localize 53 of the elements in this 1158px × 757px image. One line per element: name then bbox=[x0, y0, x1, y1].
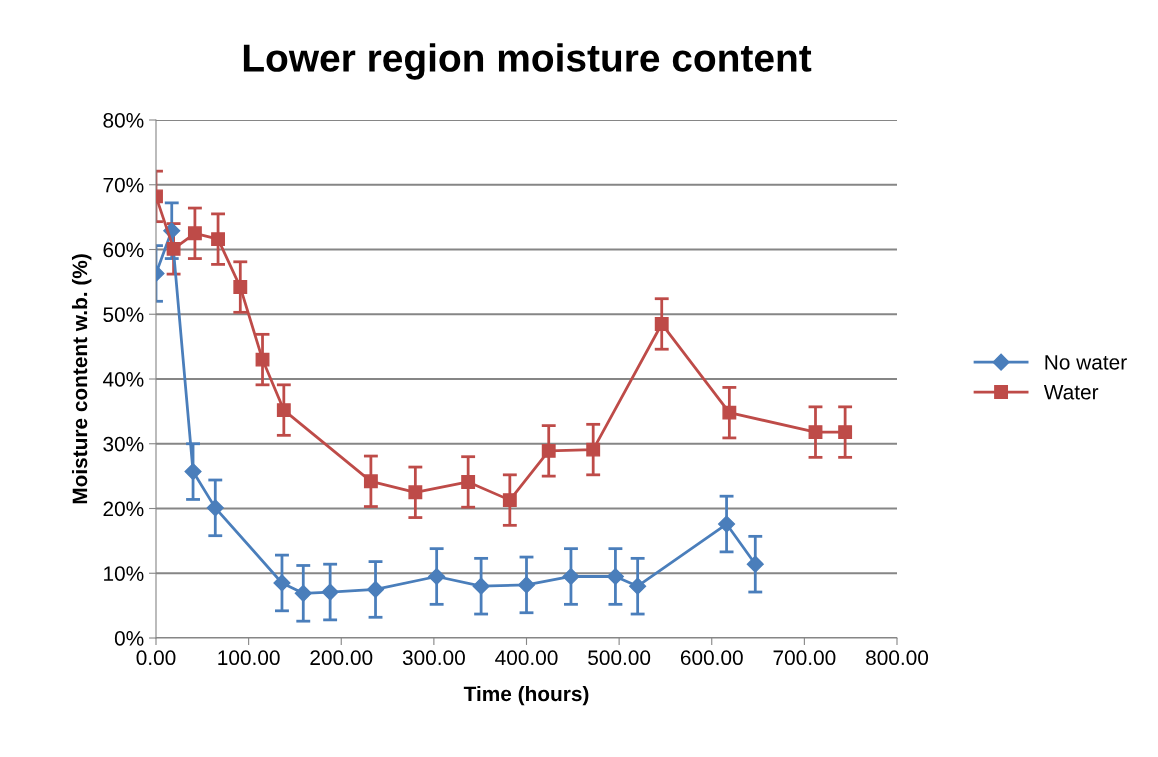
x-axis-title: Time (hours) bbox=[463, 685, 589, 706]
point bbox=[517, 576, 536, 594]
y-tick-label: 30% bbox=[103, 436, 144, 452]
x-tick-label: 500.00 bbox=[588, 650, 651, 666]
x-tick-label: 800.00 bbox=[866, 650, 929, 666]
point bbox=[838, 425, 853, 440]
x-tick-label: 600.00 bbox=[680, 650, 743, 666]
point bbox=[746, 555, 764, 573]
point bbox=[363, 474, 378, 489]
y-tick-label: 10% bbox=[104, 566, 144, 581]
point bbox=[233, 280, 248, 295]
y-axis-title: Moisture content w.b. (%) bbox=[71, 254, 92, 504]
point bbox=[808, 425, 823, 440]
point bbox=[541, 443, 556, 458]
point bbox=[187, 226, 202, 241]
x-tick-label: 200.00 bbox=[310, 650, 373, 666]
point bbox=[654, 317, 669, 331]
y-tick-label: 20% bbox=[103, 501, 144, 517]
x-tick-label: 100.00 bbox=[218, 650, 280, 666]
point bbox=[211, 232, 226, 247]
point bbox=[184, 463, 202, 481]
point bbox=[273, 574, 291, 592]
point bbox=[606, 567, 624, 586]
point bbox=[276, 403, 291, 418]
x-tick-label: 0.00 bbox=[136, 650, 176, 666]
legend-label: No water bbox=[1045, 355, 1127, 370]
y-tick-label: 70% bbox=[103, 177, 144, 193]
point bbox=[294, 584, 312, 602]
point bbox=[461, 475, 476, 489]
point bbox=[718, 515, 736, 533]
point bbox=[562, 567, 580, 586]
point bbox=[722, 405, 737, 420]
point bbox=[206, 499, 224, 517]
point bbox=[366, 580, 385, 598]
y-tick-label: 0% bbox=[114, 631, 144, 646]
point bbox=[586, 442, 601, 457]
x-tick-label: 400.00 bbox=[495, 650, 558, 666]
y-tick-label: 40% bbox=[102, 372, 144, 387]
point bbox=[428, 567, 446, 586]
point bbox=[502, 493, 517, 508]
x-tick-label: 300.00 bbox=[402, 650, 465, 666]
chart-title: Lower region moisture content bbox=[243, 43, 812, 80]
x-tick-label: 700.00 bbox=[773, 650, 836, 666]
y-tick-label: 50% bbox=[103, 307, 144, 322]
point bbox=[255, 352, 270, 367]
point bbox=[408, 485, 423, 500]
y-tick-label: 60% bbox=[103, 242, 144, 258]
point bbox=[321, 583, 339, 601]
legend-label: Water bbox=[1043, 384, 1099, 400]
point bbox=[629, 577, 647, 595]
point bbox=[166, 241, 181, 256]
point bbox=[472, 577, 490, 595]
y-tick-label: 80% bbox=[103, 113, 144, 128]
